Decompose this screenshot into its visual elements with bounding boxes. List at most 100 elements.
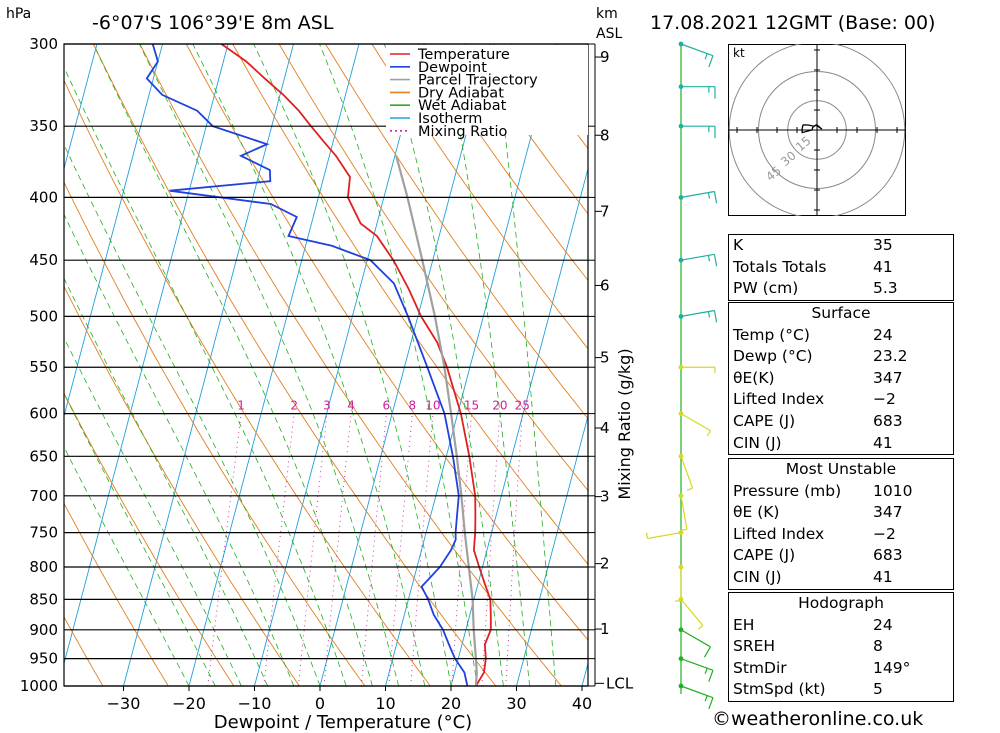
wind-barb-staff [680,309,715,317]
km-tick-label: 6 [600,276,610,294]
wind-barb-feather [707,255,711,262]
pressure-tick-label: 650 [29,447,58,465]
dry-adiabat-line [185,44,588,641]
temperature-tick-label: −30 [107,694,141,713]
pressure-tick-label: 950 [29,650,58,668]
legend-label: Dry Adiabat [418,85,504,101]
wind-barb [678,253,718,267]
wind-barb [645,530,684,540]
wind-barb-dot [678,656,684,662]
most-unstable-table: Most Unstable Pressure (mb) 1010 θE (K) 34… [728,458,954,590]
skewt-chart: 3003504004505005506006507007508008509009… [20,35,634,733]
wind-barb-feather [708,55,714,68]
isotherm-line [64,44,229,666]
pressure-tick-label: 350 [29,117,58,135]
asl-label: ASL [596,26,623,42]
surface-title: Surface [811,304,871,322]
wind-barb-feather [708,670,714,682]
dry-adiabat-line [418,44,588,282]
temperature-line [220,44,492,686]
km-tick-label: 8 [600,126,610,144]
temperature-tick-label: 30 [506,694,526,713]
surface-row: CAPE (J) 683 [733,411,903,430]
wet-adiabat-line [64,336,242,686]
km-tick-label: 3 [600,488,610,506]
surface-row: Lifted Index −2 [733,390,896,409]
dry-adiabat-line [232,44,588,566]
isotherm-line [516,414,588,686]
km-tick-label: 4 [600,419,610,437]
isotherm-line [64,44,163,418]
mixing-ratio-label: 8 [408,399,416,413]
credit-link[interactable]: ©weatheronline.co.uk [712,708,924,730]
mu-row: θE (K) 347 [733,503,903,522]
legend-label: Parcel Trajectory [418,73,538,89]
wind-barb [678,411,711,437]
wind-barb-staff [680,685,714,699]
pressure-tick-label: 900 [29,621,58,639]
km-tick-label: 5 [600,349,610,367]
wind-barb-feather [713,191,718,204]
wind-barb-staff [647,532,682,540]
temperature-tick-label: 0 [315,694,325,713]
surface-row: Temp (°C) 24 [733,325,893,344]
isotherm-line [385,44,556,686]
plot-area [64,44,588,686]
wind-barb-feather [707,311,711,318]
wet-adiabat-line [64,392,216,686]
mixing-ratio-label: 4 [347,399,355,413]
wet-adiabat-line [192,44,426,686]
temperature-tick-label: 20 [441,694,461,713]
wind-barb-feather [686,487,693,491]
surface-row: Dewp (°C) 23.2 [733,347,908,366]
plot-border [63,43,589,687]
temperature-tick-label: −20 [172,694,206,713]
mixing-ratio-line [207,413,242,686]
wind-barb-feather [697,624,704,630]
dry-adiabat-line [64,502,169,686]
wind-barb-feather [703,646,711,658]
wind-barb [678,84,716,99]
wet-adiabat-line [253,44,452,686]
wind-barb-staff [680,629,711,648]
mixing-ratio-axis-label: Mixing Ratio (g/kg) [615,348,634,499]
mu-row: CIN (J) 41 [733,567,893,586]
wind-barb [675,564,684,602]
mixing-ratio-label: 6 [383,399,391,413]
pressure-tick-label: 750 [29,524,58,542]
dewpoint-line [145,44,469,686]
wind-barb-column [645,41,718,710]
dry-adiabat-line [325,44,588,420]
wind-barb-feather [708,697,714,710]
surface-row: θE(K) 347 [733,368,903,387]
hodo-row: EH 24 [733,615,893,634]
wind-barb-feather [706,430,711,437]
mixing-ratio-label: 3 [323,399,331,413]
hodograph-unit-label: kt [733,46,745,60]
pressure-tick-label: 500 [29,307,58,325]
wind-barb [678,190,718,204]
legend-background [386,45,588,135]
mixing-ratio-label: 10 [425,399,440,413]
wind-barb [678,656,714,682]
isotherm-line [450,166,588,686]
wind-barb [678,309,718,323]
surface-table: Surface Temp (°C) 24 Dewp (°C) 23.2 θE(K) 3… [728,302,954,456]
lcl-label: LCL [606,674,634,692]
hodograph-trace [801,124,823,134]
hodograph-title: Hodograph [798,594,884,612]
isotherm-line [319,44,491,686]
wind-barb-staff [680,456,694,489]
x-axis-label: Dewpoint / Temperature (°C) [214,712,472,733]
wind-barb [678,627,711,658]
km-label: km [596,6,618,22]
wet-adiabat-line [64,277,268,686]
surface-row: CIN (J) 41 [733,433,893,452]
mu-row: CAPE (J) 683 [733,546,903,565]
wind-barb [678,123,716,139]
wind-barb-staff [680,658,714,671]
wind-barb-feather [704,53,708,60]
wind-barb [678,364,716,374]
